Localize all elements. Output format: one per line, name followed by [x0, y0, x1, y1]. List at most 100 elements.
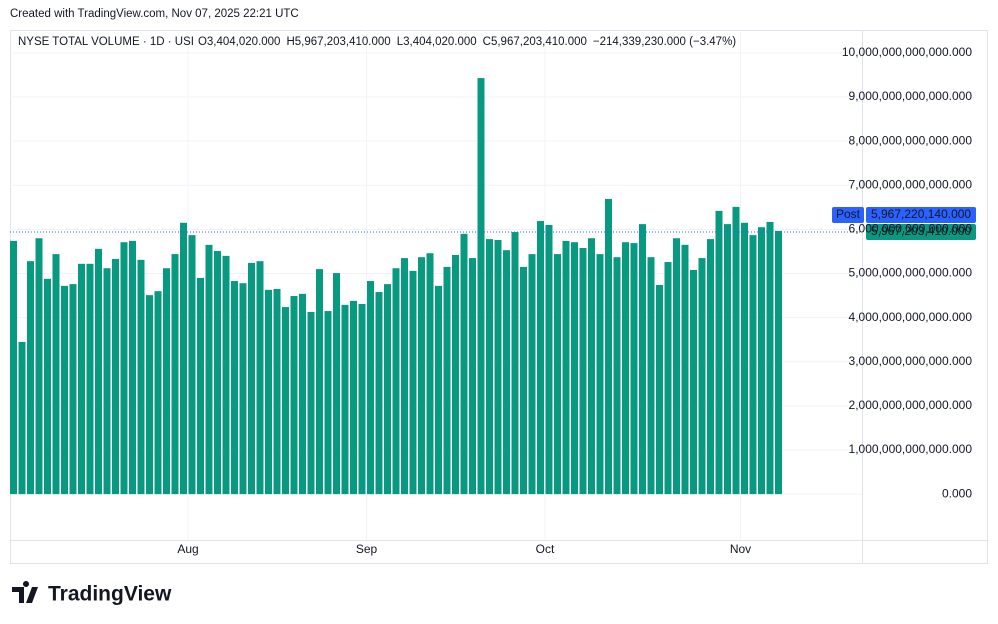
bar [358, 303, 366, 495]
logo: TradingView [12, 581, 172, 606]
bar [95, 248, 102, 495]
bar [741, 222, 748, 495]
bar [324, 311, 332, 495]
bar [231, 281, 238, 495]
bar [443, 266, 451, 495]
y-tick-label: 10,000,000,000,000.000 [842, 45, 972, 59]
bar [664, 262, 672, 495]
y-tick-label: 5,000,000,000,000.000 [849, 266, 973, 280]
bar [656, 285, 663, 495]
bar [350, 300, 357, 495]
bar [27, 261, 34, 495]
ohlc-label: C [483, 36, 491, 48]
x-tick-label: Aug [177, 542, 198, 556]
legend-title: NYSE TOTAL VOLUME · 1D · USI [18, 36, 194, 48]
y-tick-label: 2,000,000,000,000.000 [849, 398, 973, 412]
bar [732, 206, 740, 495]
bar [78, 263, 85, 495]
bar [469, 258, 476, 495]
bar [205, 244, 213, 495]
bar [715, 210, 723, 495]
price-tag-label: Post [836, 207, 861, 221]
bar [384, 284, 391, 495]
bar [647, 257, 655, 495]
bar [613, 257, 621, 495]
bar [401, 258, 408, 495]
legend: NYSE TOTAL VOLUME · 1D · USI O 3,404,020.0… [18, 36, 736, 48]
bar [639, 224, 646, 495]
bar [477, 78, 485, 495]
bar [375, 292, 383, 495]
bars [10, 78, 782, 495]
bar [86, 263, 94, 495]
bar [18, 341, 26, 495]
bar [503, 250, 510, 495]
y-tick-label: 3,000,000,000,000.000 [849, 354, 973, 368]
bar [775, 230, 782, 495]
bar [129, 240, 136, 495]
bar [180, 222, 187, 495]
bar [171, 254, 179, 495]
bar [707, 239, 714, 495]
bar [239, 283, 247, 495]
bar [554, 254, 561, 495]
bar [273, 288, 281, 495]
price-tag-label-box [832, 207, 864, 223]
bar [35, 238, 43, 495]
bar [690, 270, 697, 495]
bar [435, 285, 442, 495]
bar [112, 258, 119, 495]
bar [409, 270, 417, 495]
bar [494, 240, 502, 495]
price-tag-box [866, 224, 976, 240]
bar [571, 242, 578, 495]
bar [214, 251, 221, 495]
bar [622, 242, 629, 495]
y-tick-label: 7,000,000,000,000.000 [849, 177, 973, 191]
bar [163, 268, 170, 495]
bar [426, 253, 434, 495]
bar [605, 198, 612, 495]
bar [248, 262, 255, 495]
bar [588, 238, 595, 495]
bar [146, 295, 153, 495]
price-tag-value: 5,967,203,410.000 [871, 224, 971, 238]
y-tick-label: 1,000,000,000,000.000 [849, 442, 973, 456]
bar [766, 221, 774, 495]
ohlc-value: 3,404,020.000 [403, 36, 477, 48]
bar [197, 277, 204, 495]
bar [307, 311, 315, 495]
bar [188, 235, 196, 495]
bar [630, 243, 638, 495]
logo-icon [12, 581, 38, 603]
y-tick-label: 6,000,000,000,000.000 [849, 222, 973, 236]
change: −214,339,230.000 (−3.47%) [593, 36, 736, 48]
bar [511, 232, 519, 495]
ohlc-label: H [286, 36, 294, 48]
bar [528, 254, 536, 495]
created-note: Created with TradingView.com, Nov 07, 20… [10, 8, 299, 20]
bar [749, 235, 757, 495]
y-tick-label: 8,000,000,000,000.000 [849, 133, 973, 147]
bar [579, 247, 587, 495]
x-tick-label: Nov [730, 542, 751, 556]
bar [61, 285, 68, 495]
bar [137, 259, 145, 495]
bar [562, 240, 570, 495]
ohlc-value: 5,967,203,410.000 [295, 36, 391, 48]
bar [596, 254, 604, 495]
bar [460, 233, 468, 495]
price-tag-box [866, 207, 976, 223]
bar [367, 281, 374, 495]
price-tag-value: 5,967,220,140.000 [871, 207, 971, 221]
bar [418, 257, 425, 495]
bar [282, 307, 289, 495]
bar [290, 296, 298, 495]
bar [537, 221, 544, 495]
bar [681, 244, 689, 495]
y-tick-label: 4,000,000,000,000.000 [849, 310, 973, 324]
bar [333, 273, 340, 495]
ohlc-value: 5,967,203,410.000 [491, 36, 587, 48]
bar [520, 266, 527, 495]
